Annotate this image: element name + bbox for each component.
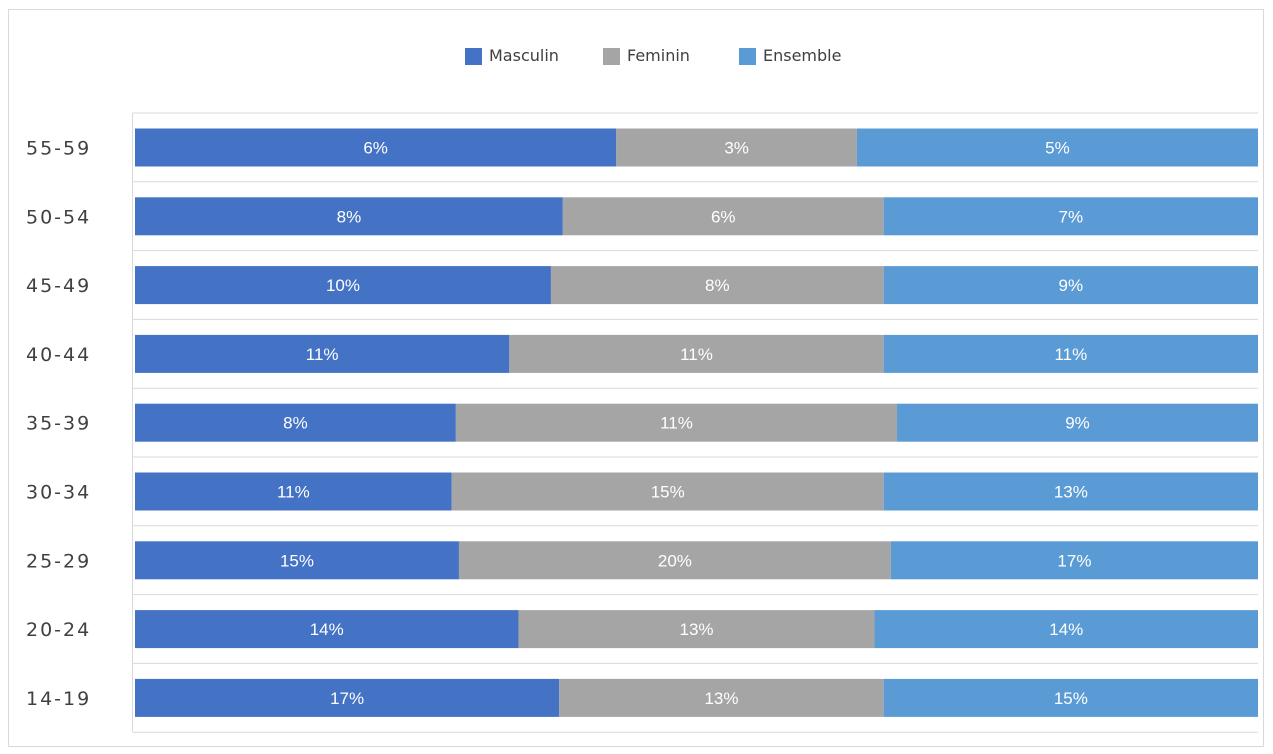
data-label: 17% [330, 689, 364, 708]
category-label: 20-24 [26, 619, 91, 641]
data-label: 5% [1045, 139, 1070, 158]
bar-segment-masculin [135, 334, 510, 373]
bar-segment-ensemble [883, 334, 1258, 373]
bar-segment-feminin [616, 128, 857, 167]
legend-label-masculin: Masculin [489, 46, 559, 65]
gridlines [132, 112, 1258, 733]
bar-segment-feminin [562, 197, 884, 236]
data-label: 9% [1065, 414, 1090, 433]
bar-segment-masculin [135, 541, 459, 580]
data-label: 13% [679, 620, 713, 639]
data-label: 15% [280, 551, 314, 570]
bar-segment-ensemble [897, 403, 1258, 442]
data-label: 17% [1057, 551, 1091, 570]
data-label: 8% [705, 276, 730, 295]
category-label: 30-34 [26, 482, 91, 504]
data-label: 8% [283, 414, 308, 433]
bar-segment-ensemble [856, 128, 1258, 167]
category-label: 40-44 [26, 344, 91, 366]
data-label: 10% [326, 276, 360, 295]
category-label: 25-29 [26, 550, 91, 572]
data-labels: 6% 3% 5% 8% 6% 7% 10% 8% 9% 11% 11% 11% 8% 11% 9% 11% 15… [277, 139, 1091, 708]
category-label: 45-49 [26, 275, 91, 297]
bar-segment-feminin [550, 266, 884, 305]
data-label: 15% [651, 483, 685, 502]
bar-segment-feminin [455, 403, 898, 442]
bar-segment-masculin [135, 472, 452, 511]
bar-segment-ensemble [890, 541, 1258, 580]
data-label: 14% [310, 620, 344, 639]
data-label: 11% [680, 345, 713, 364]
data-label: 6% [711, 207, 736, 226]
legend-swatch-masculin [465, 48, 482, 65]
bar-segment-masculin [135, 403, 456, 442]
category-label: 14-19 [26, 688, 91, 710]
bars [135, 128, 1258, 717]
data-label: 13% [1054, 483, 1088, 502]
bar-segment-ensemble [883, 266, 1258, 305]
data-label: 15% [1054, 689, 1088, 708]
data-label: 14% [1049, 620, 1083, 639]
bar-segment-masculin [135, 197, 563, 236]
bar-segment-masculin [135, 128, 617, 167]
bar-segment-ensemble [874, 610, 1258, 649]
data-label: 11% [1054, 345, 1087, 364]
category-label: 55-59 [26, 138, 91, 160]
bar-segment-ensemble [883, 197, 1258, 236]
data-label: 7% [1059, 207, 1084, 226]
data-label: 11% [306, 345, 339, 364]
legend-swatch-ensemble [739, 48, 756, 65]
bar-segment-feminin [518, 610, 875, 649]
data-label: 13% [704, 689, 738, 708]
category-label: 50-54 [26, 206, 91, 228]
bar-segment-masculin [135, 266, 551, 305]
bar-segment-ensemble [883, 678, 1258, 717]
data-label: 3% [724, 139, 749, 158]
bar-segment-masculin [135, 610, 519, 649]
category-labels: 55-59 50-54 45-49 40-44 35-39 30-34 25-29 20-24… [26, 138, 91, 710]
bar-segment-feminin [559, 678, 884, 717]
data-label: 9% [1059, 276, 1084, 295]
bar-segment-feminin [458, 541, 891, 580]
category-label: 35-39 [26, 413, 91, 435]
legend-swatch-feminin [603, 48, 620, 65]
bar-segment-feminin [509, 334, 884, 373]
data-label: 8% [337, 207, 362, 226]
bar-segment-masculin [135, 678, 560, 717]
data-label: 20% [658, 551, 692, 570]
bar-segment-feminin [451, 472, 884, 511]
bar-segment-ensemble [883, 472, 1258, 511]
data-label: 6% [363, 139, 388, 158]
data-label: 11% [660, 414, 693, 433]
legend-label-ensemble: Ensemble [763, 46, 841, 65]
data-label: 11% [277, 483, 310, 502]
legend-label-feminin: Feminin [627, 46, 690, 65]
legend: Masculin Feminin Ensemble [465, 46, 841, 65]
